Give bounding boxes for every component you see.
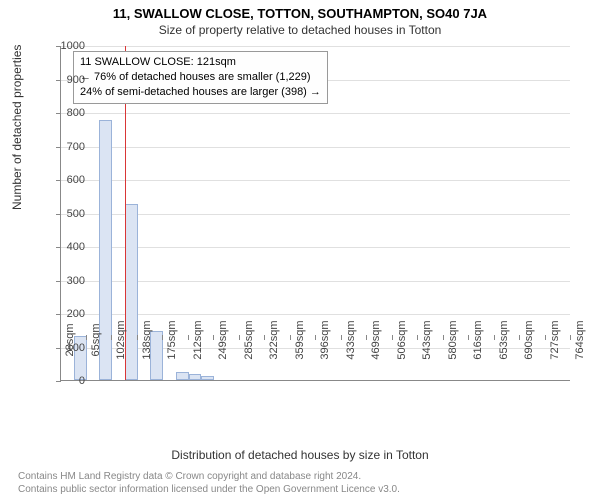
ytick-label: 700 [50, 141, 85, 153]
xtick-label: 616sqm [472, 320, 484, 359]
footer-line-1: Contains HM Land Registry data © Crown c… [18, 470, 400, 483]
xtick-label: 285sqm [243, 320, 255, 359]
xtick-mark [239, 335, 240, 340]
xtick-label: 690sqm [523, 320, 535, 359]
xtick-mark [213, 335, 214, 340]
xtick-label: 212sqm [192, 320, 204, 359]
xtick-mark [341, 335, 342, 340]
footer-attribution: Contains HM Land Registry data © Crown c… [18, 470, 400, 496]
xtick-mark [188, 335, 189, 340]
xtick-mark [468, 335, 469, 340]
xtick-mark [60, 335, 61, 340]
xtick-label: 580sqm [447, 320, 459, 359]
grid-line [61, 180, 570, 181]
annotation-line: 11 SWALLOW CLOSE: 121sqm [80, 55, 321, 70]
ytick-label: 0 [50, 375, 85, 387]
xtick-mark [264, 335, 265, 340]
footer-line-2: Contains public sector information licen… [18, 483, 400, 496]
ytick-label: 400 [50, 241, 85, 253]
xtick-mark [162, 335, 163, 340]
xtick-mark [519, 335, 520, 340]
annotation-line: ← 76% of detached houses are smaller (1,… [80, 70, 321, 85]
xtick-label: 138sqm [141, 320, 153, 359]
ytick-label: 800 [50, 107, 85, 119]
histogram-bar [176, 372, 189, 380]
xtick-label: 28sqm [64, 323, 76, 356]
annotation-box: 11 SWALLOW CLOSE: 121sqm← 76% of detache… [73, 51, 328, 104]
xtick-label: 764sqm [574, 320, 586, 359]
xtick-label: 359sqm [294, 320, 306, 359]
xtick-mark [392, 335, 393, 340]
xtick-mark [137, 335, 138, 340]
ytick-label: 1000 [50, 40, 85, 52]
xtick-mark [315, 335, 316, 340]
xtick-label: 506sqm [396, 320, 408, 359]
xtick-mark [111, 335, 112, 340]
xtick-label: 433sqm [345, 320, 357, 359]
plot-area: 11 SWALLOW CLOSE: 121sqm← 76% of detache… [60, 46, 570, 381]
xtick-label: 322sqm [268, 320, 280, 359]
x-axis-label: Distribution of detached houses by size … [0, 448, 600, 462]
xtick-mark [290, 335, 291, 340]
chart-subtitle: Size of property relative to detached ho… [0, 21, 600, 37]
xtick-label: 175sqm [166, 320, 178, 359]
xtick-label: 469sqm [370, 320, 382, 359]
ytick-label: 900 [50, 74, 85, 86]
xtick-mark [443, 335, 444, 340]
xtick-label: 543sqm [421, 320, 433, 359]
xtick-mark [570, 335, 571, 340]
ytick-label: 500 [50, 208, 85, 220]
xtick-mark [366, 335, 367, 340]
xtick-label: 249sqm [217, 320, 229, 359]
annotation-line: 24% of semi-detached houses are larger (… [80, 85, 321, 100]
chart-area: 11 SWALLOW CLOSE: 121sqm← 76% of detache… [60, 46, 570, 416]
histogram-bar [201, 376, 214, 380]
chart-title: 11, SWALLOW CLOSE, TOTTON, SOUTHAMPTON, … [0, 0, 600, 21]
xtick-label: 396sqm [319, 320, 331, 359]
xtick-label: 65sqm [90, 323, 102, 356]
xtick-mark [494, 335, 495, 340]
grid-line [61, 46, 570, 47]
xtick-label: 727sqm [549, 320, 561, 359]
xtick-label: 653sqm [498, 320, 510, 359]
y-axis-label: Number of detached properties [10, 45, 24, 210]
xtick-label: 102sqm [115, 320, 127, 359]
ytick-label: 600 [50, 174, 85, 186]
xtick-mark [86, 335, 87, 340]
grid-line [61, 113, 570, 114]
xtick-mark [545, 335, 546, 340]
grid-line [61, 147, 570, 148]
ytick-label: 300 [50, 275, 85, 287]
ytick-label: 200 [50, 308, 85, 320]
histogram-bar [189, 374, 202, 380]
xtick-mark [417, 335, 418, 340]
